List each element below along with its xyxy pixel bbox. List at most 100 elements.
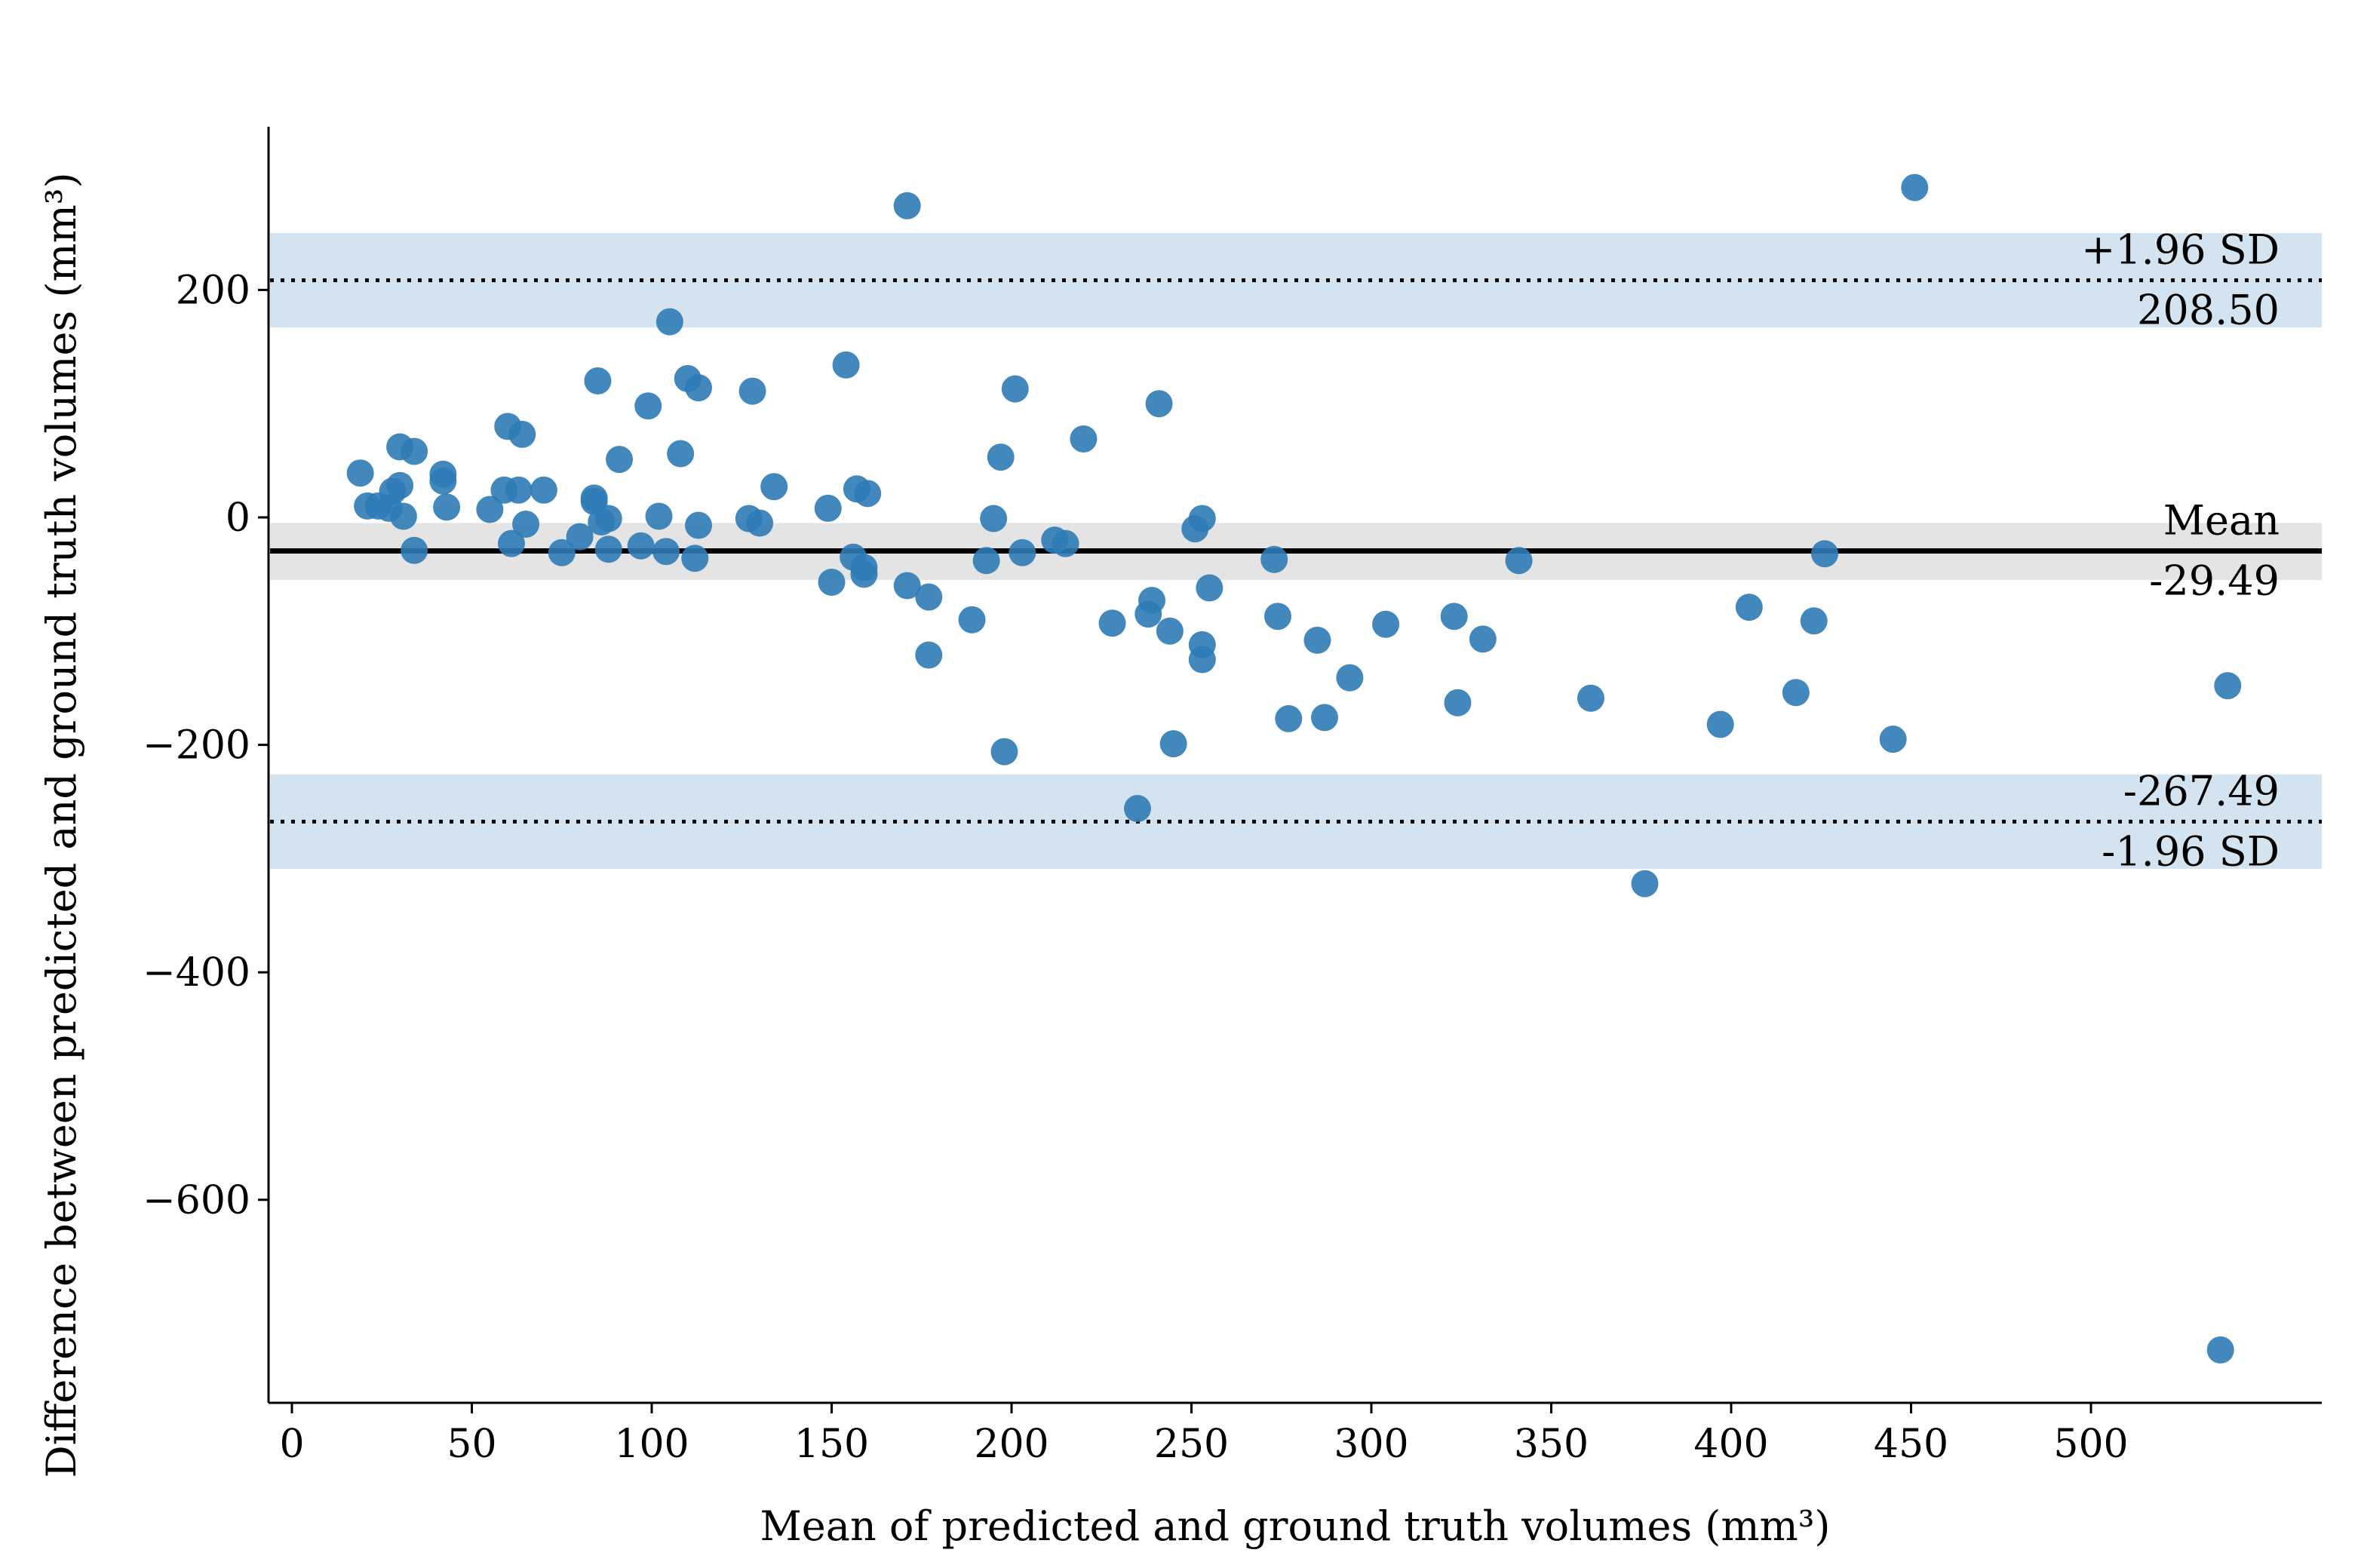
data-point	[1188, 646, 1216, 674]
data-point	[832, 351, 860, 379]
data-point	[987, 443, 1015, 471]
data-point	[1372, 610, 1400, 638]
data-point	[1188, 505, 1216, 532]
axes	[267, 127, 2322, 1404]
data-point	[915, 641, 943, 669]
data-point	[980, 505, 1008, 532]
data-point	[584, 367, 612, 395]
data-point	[433, 493, 461, 521]
data-point	[958, 606, 986, 634]
mean-label: Mean	[2163, 496, 2280, 544]
data-point	[1159, 730, 1187, 758]
data-point	[530, 476, 557, 504]
data-point	[1811, 540, 1839, 568]
data-point	[346, 459, 374, 487]
data-point	[1009, 539, 1036, 566]
data-point	[818, 568, 846, 596]
x-axis-title: Mean of predicted and ground truth volum…	[760, 1502, 1831, 1550]
data-point	[401, 437, 428, 465]
data-point	[386, 471, 414, 499]
data-point	[893, 572, 921, 600]
data-point	[508, 420, 536, 448]
data-point	[1706, 710, 1734, 738]
data-point	[685, 374, 713, 402]
data-point	[429, 467, 457, 495]
data-point	[548, 539, 576, 566]
data-point	[814, 494, 842, 522]
upper-loa-value: 208.50	[2137, 287, 2280, 334]
data-point	[1001, 375, 1029, 403]
data-point	[627, 532, 655, 560]
data-point	[497, 529, 525, 557]
data-point	[1156, 617, 1184, 645]
data-point	[1631, 870, 1659, 898]
data-point	[1444, 689, 1472, 716]
data-point	[1735, 594, 1763, 621]
data-point	[389, 502, 417, 530]
data-point	[566, 523, 594, 551]
data-point	[667, 440, 695, 468]
data-point	[1098, 609, 1126, 637]
data-point	[594, 535, 622, 563]
x-tick-label: 450	[1874, 1422, 1948, 1467]
data-point	[2214, 672, 2242, 700]
data-point	[2206, 1336, 2234, 1364]
data-point	[1303, 626, 1331, 654]
reference-lines	[270, 278, 2322, 824]
data-point	[652, 538, 680, 566]
data-point	[850, 560, 878, 588]
data-point	[1196, 574, 1224, 602]
data-point	[401, 536, 428, 564]
data-point	[476, 496, 504, 523]
x-tick-label: 400	[1693, 1422, 1768, 1467]
data-point	[656, 308, 683, 336]
data-point	[893, 192, 921, 219]
x-tick-label: 150	[794, 1422, 869, 1467]
data-point	[1263, 603, 1291, 631]
data-point	[606, 446, 634, 474]
x-tick-label: 200	[974, 1422, 1049, 1467]
x-tick-label: 250	[1154, 1422, 1229, 1467]
x-tick-label: 100	[614, 1422, 689, 1467]
data-point	[760, 473, 788, 501]
data-point	[854, 480, 882, 508]
data-point	[1800, 607, 1828, 635]
data-point	[645, 502, 673, 530]
data-point	[1901, 173, 1929, 201]
lower-loa-value: -267.49	[2123, 767, 2280, 815]
data-point	[1275, 704, 1303, 732]
data-point	[1145, 390, 1173, 418]
data-point	[1440, 603, 1468, 631]
x-tick-label: 500	[2053, 1422, 2128, 1467]
data-point	[746, 509, 774, 537]
y-axis-title: Difference between predicted and ground …	[38, 172, 85, 1477]
data-point	[972, 547, 1000, 575]
mean-value: -29.49	[2149, 557, 2280, 604]
data-point	[1138, 587, 1166, 615]
x-tick-label: 0	[279, 1422, 304, 1467]
annotations: +1.96 SD 208.50 Mean -29.49 -267.49 -1.96 SD	[2081, 226, 2280, 876]
lower-loa-label: -1.96 SD	[2102, 827, 2280, 875]
x-tick-label: 300	[1334, 1422, 1408, 1467]
x-tick-label: 350	[1514, 1422, 1589, 1467]
y-tick-label: 0	[226, 496, 250, 541]
data-point	[1260, 545, 1288, 573]
data-point	[505, 476, 533, 504]
data-point	[1469, 625, 1497, 653]
x-axis-ticks: 0 50 100 150 200 250 300 350 400 450 500	[279, 1403, 2129, 1467]
data-point	[1577, 684, 1604, 712]
data-point	[512, 511, 540, 539]
data-point	[990, 738, 1018, 766]
y-tick-label: −600	[143, 1178, 250, 1223]
upper-loa-label: +1.96 SD	[2081, 226, 2280, 274]
data-point	[1336, 664, 1364, 692]
data-point	[1782, 679, 1810, 707]
y-tick-label: −200	[143, 723, 250, 769]
y-axis-ticks: 200 0 −200 −400 −600	[143, 268, 269, 1223]
data-point	[1879, 726, 1907, 753]
data-point	[1310, 704, 1338, 732]
y-tick-label: 200	[176, 268, 250, 313]
data-point	[1070, 425, 1098, 453]
y-tick-label: −400	[143, 950, 250, 996]
